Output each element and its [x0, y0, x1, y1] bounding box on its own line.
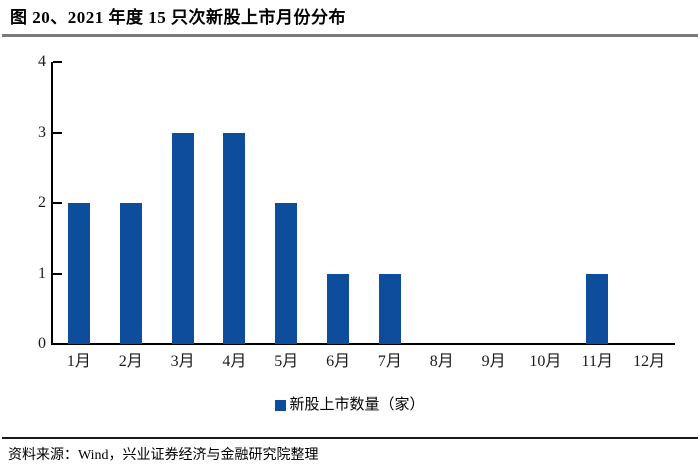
bar-11月 [586, 273, 609, 344]
bar-4月 [223, 132, 246, 344]
bar-5月 [275, 203, 298, 344]
x-axis-tick-label: 10月 [529, 353, 562, 370]
x-axis-tick-label: 9月 [481, 353, 506, 370]
x-axis-tick-label: 8月 [429, 353, 454, 370]
x-axis-tick-label: 4月 [222, 353, 247, 370]
legend-series-label: 新股上市数量（家） [289, 397, 425, 413]
y-axis-tick-label: 4 [38, 53, 46, 70]
x-axis-tick-label: 1月 [66, 353, 91, 370]
x-axis-tick-label: 11月 [581, 353, 613, 370]
y-axis-tick [53, 202, 62, 204]
x-axis-tick-label: 3月 [170, 353, 195, 370]
bar-7月 [378, 273, 401, 344]
bar-2月 [119, 203, 142, 344]
x-axis-line [51, 343, 675, 345]
y-axis-tick [53, 131, 62, 134]
y-axis-line [51, 62, 53, 344]
figure-title: 图 20、2021 年度 15 只次新股上市月份分布 [10, 8, 346, 27]
y-axis-tick-label: 1 [38, 264, 46, 282]
chart-legend: 新股上市数量（家） [0, 395, 700, 415]
legend-swatch-icon [275, 399, 287, 411]
y-axis-tick-label: 3 [38, 123, 46, 141]
x-axis-tick-label: 7月 [377, 353, 402, 370]
y-axis-tick-label: 0 [38, 335, 46, 352]
y-axis-tick [53, 272, 62, 275]
y-axis-tick [53, 61, 62, 63]
x-axis-tick-label: 2月 [118, 353, 143, 370]
x-axis-tick-label: 5月 [274, 353, 299, 370]
x-axis-tick-label: 12月 [633, 353, 666, 370]
plot-area [53, 62, 675, 344]
bar-3月 [171, 132, 194, 344]
bar-6月 [327, 273, 350, 344]
bar-1月 [67, 203, 90, 344]
footer-divider [2, 437, 698, 439]
y-axis-tick-label: 2 [38, 194, 46, 211]
x-axis-tick-label: 6月 [326, 353, 351, 370]
title-divider [2, 34, 698, 37]
source-attribution: 资料来源：Wind，兴业证券经济与金融研究院整理 [8, 448, 319, 463]
